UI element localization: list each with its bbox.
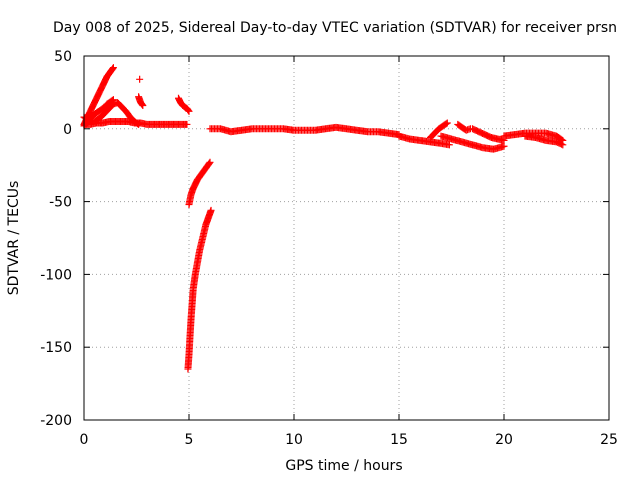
data-point (559, 141, 567, 149)
series-arc-p-tail-low (521, 132, 567, 149)
y-axis-title: SDTVAR / TECUs (6, 181, 22, 296)
series-arc-h-dip-deep (184, 206, 215, 373)
data-point (109, 64, 117, 72)
y-tick-label: -50 (49, 195, 72, 211)
x-tick-label: 0 (80, 432, 89, 448)
data-point (183, 120, 191, 128)
x-tick-label: 15 (390, 432, 408, 448)
series-arc-d-low-flat (80, 118, 191, 128)
series-arc-l-bowl-17-20 (437, 132, 508, 153)
data-point (207, 206, 215, 214)
y-tick-label: 50 (54, 49, 72, 65)
x-axis-title: GPS time / hours (285, 458, 402, 474)
data-point (185, 107, 193, 115)
data-point (442, 120, 450, 128)
y-tick-label: 0 (63, 122, 72, 138)
series-arc-n-18-20 (469, 125, 508, 144)
chart-title: Day 008 of 2025, Sidereal Day-to-day VTE… (53, 20, 617, 36)
series-arc-j-dip-15-17 (395, 132, 453, 149)
x-tick-label: 5 (185, 432, 194, 448)
data-point (139, 102, 147, 110)
x-tick-label: 20 (495, 432, 513, 448)
series-arc-i-mid-day (206, 123, 403, 139)
plot-frame (83, 55, 610, 421)
y-tick-label: -150 (40, 340, 72, 356)
x-tick-label: 10 (285, 432, 303, 448)
series-arc-e-upper-mid (135, 93, 147, 110)
data-point (136, 75, 144, 83)
points-layer (80, 64, 567, 373)
series-arc-g-dip-upper (185, 158, 214, 209)
series-arc-k-spike-17 (427, 119, 451, 142)
data-point (206, 158, 214, 166)
data-point (138, 101, 146, 109)
data-point (184, 106, 192, 114)
data-point (445, 141, 453, 149)
y-tick-label: -100 (40, 267, 72, 283)
series-isolated-point (136, 75, 144, 83)
data-point (205, 159, 213, 167)
x-tick-label: 25 (600, 432, 618, 448)
grid-layer (84, 56, 609, 420)
ticks-layer: 0 5 10 15 20 25 50 0 -50 -100 -150 -200 (40, 49, 618, 448)
data-point (443, 119, 451, 127)
y-tick-label: -200 (40, 413, 72, 429)
data-point (109, 65, 117, 73)
series-arc-f-drop-pre5 (175, 94, 193, 115)
